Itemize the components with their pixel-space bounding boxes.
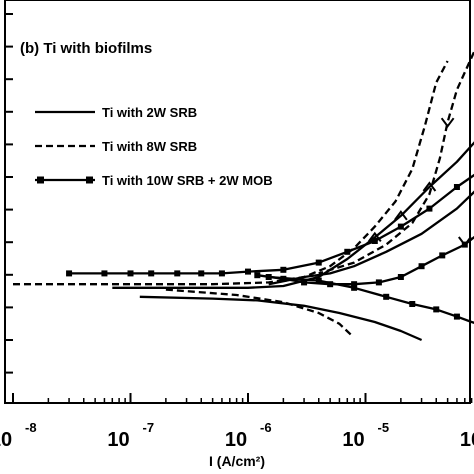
series-3-marker: [101, 270, 108, 277]
series-1: [112, 141, 474, 342]
series-3-marker: [375, 279, 382, 286]
series-3-marker: [254, 272, 261, 279]
x-axis-ticks: [12, 393, 473, 403]
direction-arrow: [394, 210, 408, 221]
series-3-branch-3: [268, 275, 474, 324]
legend-label-2: Ti with 8W SRB: [102, 139, 197, 154]
x-tick-label-exponent: -7: [143, 420, 155, 435]
direction-arrows: [368, 117, 472, 247]
x-tick-label-exponent: -5: [378, 420, 390, 435]
y-axis-ticks: [5, 13, 13, 374]
series-1-branch-3: [139, 295, 423, 342]
series-1-branch-1: [112, 141, 474, 289]
legend: Ti with 2W SRB Ti with 8W SRB Ti with 10W …: [35, 105, 273, 188]
direction-arrow: [422, 181, 437, 192]
series-3-marker: [66, 270, 73, 277]
series-3-marker: [433, 306, 440, 313]
series-3-marker: [265, 274, 272, 280]
legend-label-3: Ti with 10W SRB + 2W MOB: [102, 173, 273, 188]
series-3-marker: [198, 270, 205, 277]
series-3-marker: [383, 293, 390, 300]
series-3-marker: [418, 263, 425, 270]
plot-frame: [4, 0, 471, 404]
direction-arrow: [440, 117, 455, 128]
legend-marker: [86, 176, 93, 184]
series-3-marker: [301, 279, 308, 286]
series-3-marker: [344, 248, 351, 255]
x-axis-title: I (A/cm²): [209, 453, 265, 469]
direction-arrow: [457, 236, 472, 247]
series-3-marker: [315, 259, 322, 266]
series-2: [13, 49, 474, 336]
legend-marker: [37, 176, 44, 184]
series-2-branch-2: [318, 49, 474, 275]
series-3-marker: [351, 284, 358, 291]
series-3-marker: [426, 205, 433, 212]
series-3-branch-1: [69, 173, 474, 275]
series-3-marker: [127, 270, 134, 277]
direction-arrow: [368, 231, 382, 242]
x-tick-label: 10: [225, 429, 247, 451]
series-3-marker: [453, 184, 460, 190]
legend-label-1: Ti with 2W SRB: [102, 105, 197, 120]
series-3-marker: [397, 274, 404, 280]
x-tick-label: 10: [107, 429, 129, 451]
series-3-marker: [371, 238, 378, 244]
x-axis-tick-labels: 10-810-710-610-510-4: [0, 420, 474, 451]
x-tick-label-exponent: -6: [260, 420, 272, 435]
series-3-marker: [453, 313, 460, 320]
series-3-marker: [174, 270, 181, 277]
chart-title: (b) Ti with biofilms: [20, 40, 152, 57]
series-3-marker: [327, 281, 334, 288]
series-3-marker: [439, 252, 446, 259]
series-2-branch-3: [165, 288, 352, 336]
series-1-branch-2: [268, 190, 474, 286]
series-3-marker: [280, 266, 287, 273]
series-3-marker: [315, 277, 322, 284]
series-3-marker: [245, 268, 251, 275]
x-tick-label: 10: [0, 429, 12, 451]
series-3-marker: [148, 270, 155, 277]
series-3-marker: [351, 281, 358, 288]
series-2-branch-1: [13, 60, 449, 286]
series-3-marker: [218, 270, 225, 277]
series-3-marker: [409, 301, 416, 307]
x-tick-label: 10: [460, 429, 474, 451]
x-tick-label-exponent: -8: [25, 420, 37, 435]
series-3: [66, 173, 474, 324]
series-3-marker: [397, 223, 404, 230]
x-tick-label: 10: [342, 429, 364, 451]
series-layer: [13, 49, 474, 342]
